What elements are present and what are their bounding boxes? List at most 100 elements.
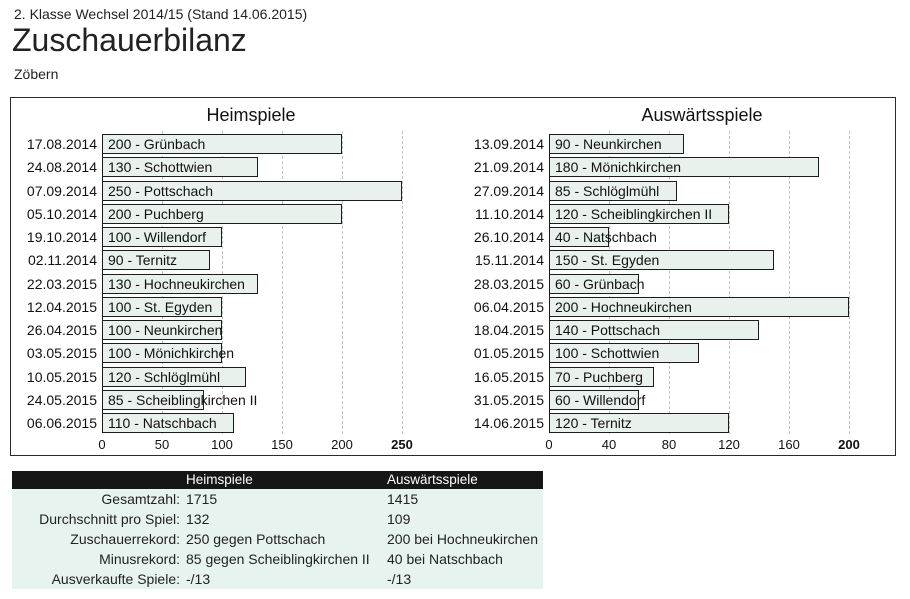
bar-label: 120 - Scheiblingkirchen II	[555, 205, 713, 222]
match-date: 13.09.2014	[473, 136, 544, 152]
bar-label: 60 - Grünbach	[555, 275, 645, 292]
bar-label: 90 - Ternitz	[108, 252, 177, 269]
x-tick-label: 120	[718, 437, 740, 452]
summary-row-label: Ausverkaufte Spiele:	[51, 571, 180, 587]
summary-row-label: Durchschnitt pro Spiel:	[39, 511, 180, 527]
summary-table: Heimspiele Auswärtsspiele Gesamtzahl: 171…	[12, 471, 543, 589]
summary-row-label: Zuschauerrekord:	[70, 531, 180, 547]
match-date: 26.04.2015	[26, 322, 97, 338]
attendance-bar	[102, 134, 342, 154]
match-date: 17.08.2014	[26, 136, 97, 152]
match-date: 14.06.2015	[473, 415, 544, 431]
away-chart-title: Auswärtsspiele	[641, 105, 763, 125]
bar-label: 120 - Ternitz	[555, 415, 632, 431]
attendance-bar	[549, 227, 609, 247]
bar-label: 130 - Schottwien	[108, 159, 213, 176]
bar-label: 180 - Mönichkirchen	[555, 159, 682, 176]
gridline	[849, 131, 850, 434]
attendance-bar	[549, 320, 759, 340]
attendance-bar	[549, 134, 684, 154]
summary-away-value: 109	[387, 511, 411, 527]
match-date: 07.09.2014	[26, 182, 97, 199]
match-date: 18.04.2015	[473, 322, 544, 338]
match-date: 26.10.2014	[473, 229, 544, 245]
bar-label: 150 - St. Egyden	[555, 252, 660, 269]
match-date: 24.08.2014	[26, 159, 97, 176]
gridline	[282, 131, 283, 434]
match-date: 31.05.2015	[473, 391, 544, 408]
summary-row: Minusrekord: 85 gegen Scheiblingkirchen I…	[12, 549, 543, 569]
bar-label: 100 - Willendorf	[108, 229, 207, 245]
x-tick-label: 200	[331, 437, 353, 452]
gridline	[729, 131, 730, 434]
summary-away-value: 1415	[387, 491, 419, 507]
bar-label: 90 - Neunkirchen	[555, 136, 662, 152]
summary-row: Ausverkaufte Spiele: -/13 -/13	[12, 569, 543, 589]
match-date: 21.09.2014	[473, 159, 544, 176]
bar-label: 85 - Scheiblingkirchen II	[108, 391, 258, 408]
attendance-bar	[549, 180, 677, 201]
x-tick-label: 160	[778, 437, 800, 452]
bar-label: 70 - Puchberg	[555, 368, 643, 385]
summary-row-label: Minusrekord:	[99, 551, 180, 567]
summary-row: Durchschnitt pro Spiel: 132 109	[12, 509, 543, 529]
attendance-bar	[102, 157, 258, 178]
attendance-bar	[102, 273, 258, 294]
attendance-bar	[102, 203, 342, 224]
team-name: Zöbern	[14, 66, 59, 82]
summary-home-value: 250 gegen Pottschach	[186, 531, 326, 547]
league-season-line: 2. Klasse Wechsel 2014/15 (Stand 14.06.2…	[14, 6, 308, 22]
gridline	[789, 131, 790, 434]
match-date: 22.03.2015	[26, 275, 97, 292]
x-tick-label: 80	[661, 437, 677, 452]
attendance-bar	[102, 320, 222, 340]
bar-label: 100 - St. Egyden	[108, 298, 213, 315]
summary-col-home: Heimspiele	[186, 472, 253, 487]
gridline	[669, 131, 670, 434]
attendance-bar	[549, 157, 819, 178]
attendance-bar	[102, 296, 222, 317]
summary-row: Zuschauerrekord: 250 gegen Pottschach 200 …	[12, 529, 543, 549]
attendance-bar	[549, 250, 774, 271]
bar-label: 250 - Pottschach	[108, 182, 214, 199]
match-date: 02.11.2014	[27, 252, 97, 269]
bar-label: 200 - Hochneukirchen	[555, 298, 692, 315]
attendance-bar	[102, 343, 222, 364]
summary-away-value: -/13	[387, 571, 412, 587]
attendance-bar	[549, 296, 849, 317]
attendance-bar	[102, 413, 234, 433]
bar-label: 100 - Mönichkirchen	[108, 345, 235, 362]
gridline	[402, 131, 403, 434]
match-date: 19.10.2014	[26, 229, 97, 245]
x-tick-label: 0	[545, 437, 553, 452]
attendance-bar	[102, 227, 222, 247]
attendance-bar	[102, 180, 402, 201]
match-date: 06.06.2015	[26, 415, 97, 431]
match-date: 03.05.2015	[26, 345, 97, 362]
summary-row-label: Gesamtzahl:	[101, 491, 180, 507]
bar-label: 85 - Schlöglmühl	[555, 182, 660, 199]
summary-row: Gesamtzahl: 1715 1415	[12, 489, 543, 509]
match-date: 05.10.2014	[26, 205, 97, 222]
x-tick-label: 40	[601, 437, 617, 452]
charts-panel: Heimspiele Auswärtsspiele 17.08.2014 200 …	[10, 97, 896, 456]
bar-label: 130 - Hochneukirchen	[108, 275, 245, 292]
match-date: 16.05.2015	[473, 368, 544, 385]
x-tick-label: 0	[98, 437, 106, 452]
x-tick-label: 100	[211, 437, 233, 452]
summary-table-body: Gesamtzahl: 1715 1415 Durchschnitt pro Spie…	[12, 489, 543, 589]
match-date: 28.03.2015	[473, 275, 544, 292]
x-tick-label: 200	[838, 437, 860, 452]
page-title: Zuschauerbilanz	[12, 22, 247, 58]
match-date: 12.04.2015	[26, 298, 97, 315]
match-date: 24.05.2015	[26, 391, 97, 408]
attendance-bar	[102, 366, 246, 387]
summary-col-away: Auswärtsspiele	[387, 472, 478, 487]
match-date: 27.09.2014	[473, 182, 544, 199]
bar-label: 100 - Neunkirchen	[108, 322, 223, 338]
bar-label: 60 - Willendorf	[555, 391, 646, 408]
x-tick-label: 50	[154, 437, 170, 452]
summary-home-value: 132	[186, 511, 210, 527]
summary-table-header: Heimspiele Auswärtsspiele	[12, 471, 543, 489]
attendance-bar	[549, 389, 639, 410]
